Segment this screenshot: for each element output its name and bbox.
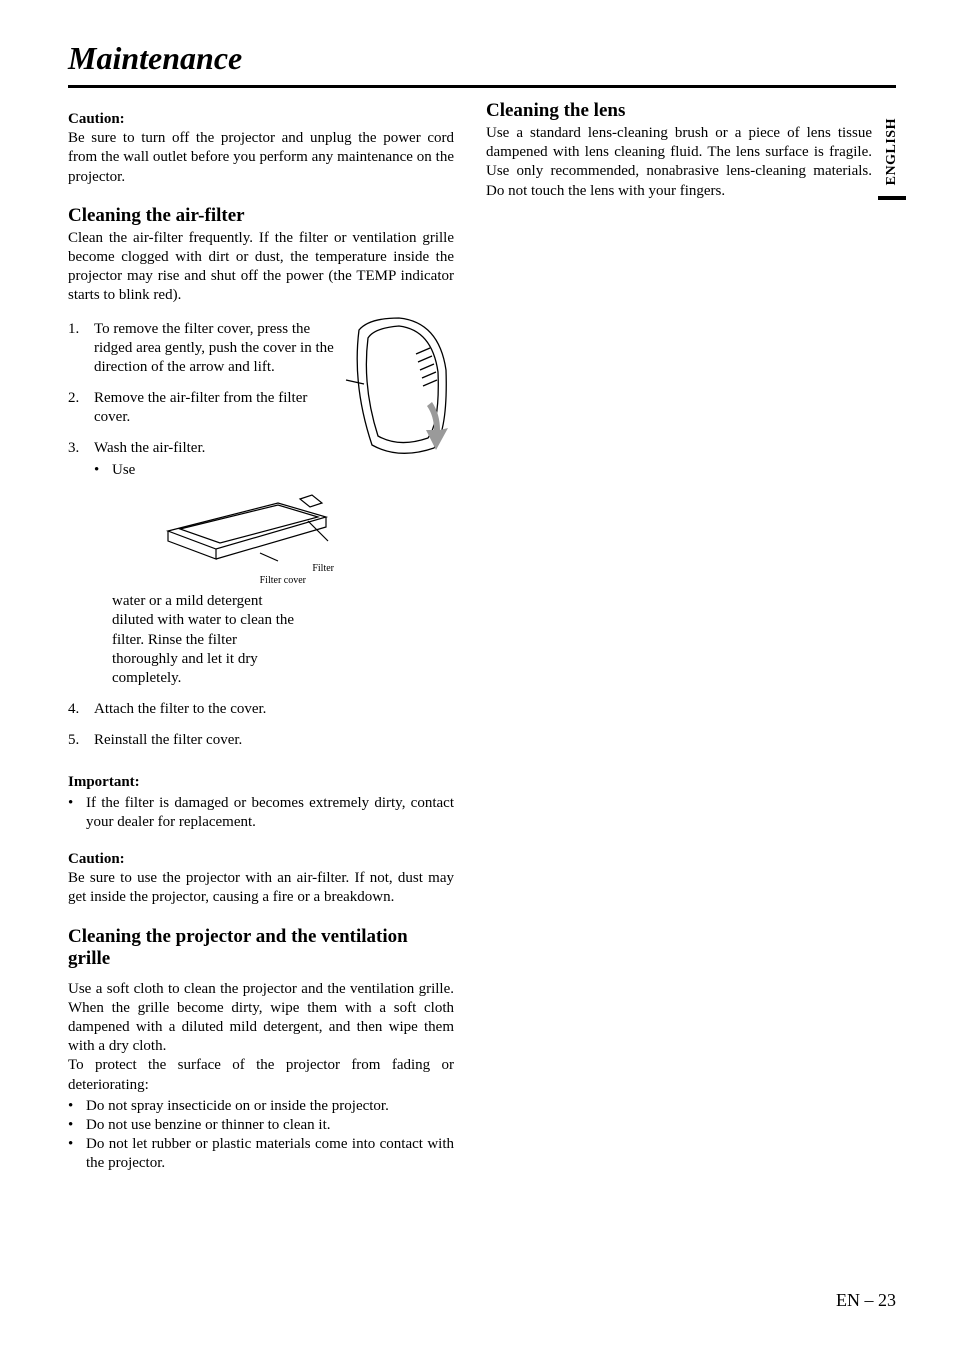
step-3: Wash the air-filter. <box>68 439 454 688</box>
language-tab-label: ENGLISH <box>884 118 900 185</box>
language-tab-bar <box>878 196 906 200</box>
caution-2-text: Be sure to use the projector with an air… <box>68 869 454 907</box>
step-3-sub: Use water or a mild detergent diluted wi… <box>94 461 454 689</box>
grille-bullets: Do not spray insecticide on or inside th… <box>68 1097 454 1174</box>
left-column: Caution: Be sure to turn off the project… <box>68 100 454 1174</box>
grille-heading: Cleaning the projector and the ventilati… <box>68 926 454 970</box>
caution-2-label: Caution: <box>68 850 454 869</box>
grille-p2: To protect the surface of the projector … <box>68 1056 454 1094</box>
important-list: If the filter is damaged or becomes extr… <box>68 794 454 832</box>
caution-1-label: Caution: <box>68 110 454 129</box>
air-filter-heading: Cleaning the air-filter <box>68 205 454 227</box>
right-column: Cleaning the lens Use a standard lens-cl… <box>486 100 896 1174</box>
filter-cover-figure <box>344 310 454 460</box>
page-number: EN – 23 <box>836 1290 896 1311</box>
page-title: Maintenance <box>68 40 896 79</box>
grille-bullet-3: Do not let rubber or plastic materials c… <box>68 1135 454 1173</box>
grille-bullet-1: Do not spray insecticide on or inside th… <box>68 1097 454 1116</box>
important-label: Important: <box>68 773 454 792</box>
step-3-sub-text: Use water or a mild detergent diluted wi… <box>94 461 304 689</box>
step-3-text: Wash the air-filter. <box>94 440 205 456</box>
title-rule <box>68 85 896 88</box>
grille-bullet-2: Do not use benzine or thinner to clean i… <box>68 1116 454 1135</box>
step-5: Reinstall the filter cover. <box>68 731 454 750</box>
language-tab: ENGLISH <box>878 118 906 200</box>
content-columns: Caution: Be sure to turn off the project… <box>68 100 896 1174</box>
step-2: Remove the air-filter from the filter co… <box>68 389 348 427</box>
grille-p1: Use a soft cloth to clean the projector … <box>68 980 454 1057</box>
step-4: Attach the filter to the cover. <box>68 700 454 719</box>
caution-1-text: Be sure to turn off the projector and un… <box>68 129 454 187</box>
lens-text: Use a standard lens-cleaning brush or a … <box>486 124 872 201</box>
important-bullet: If the filter is damaged or becomes extr… <box>68 794 454 832</box>
lens-heading: Cleaning the lens <box>486 100 872 122</box>
air-filter-intro: Clean the air-filter frequently. If the … <box>68 229 454 306</box>
step-1: To remove the filter cover, press the ri… <box>68 320 348 378</box>
